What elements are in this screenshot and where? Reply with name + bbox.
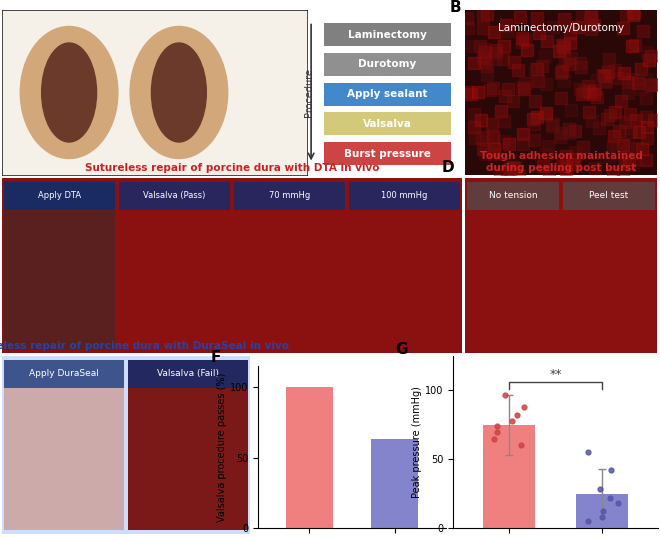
Text: Sutureless repair of porcine dura with DuraSeal in vivo: Sutureless repair of porcine dura with D… [0,340,288,351]
Bar [563,182,655,350]
Text: 100 mmHg: 100 mmHg [381,191,428,200]
Bar [5,182,115,209]
Ellipse shape [20,26,118,158]
Bar [119,182,230,209]
Text: Apply sealant: Apply sealant [346,89,427,99]
Ellipse shape [151,43,207,142]
Bar [323,112,451,135]
Bar [5,360,123,388]
Text: F: F [211,350,221,365]
Bar [371,439,418,528]
Text: D: D [442,161,455,176]
Bar [483,425,535,528]
Bar [323,23,451,46]
Bar [234,182,345,350]
Bar [467,182,559,209]
Text: Laminectomy/Durotomy: Laminectomy/Durotomy [498,23,624,33]
Ellipse shape [42,43,96,142]
Text: Tough adhesion maintained
during peeling post burst: Tough adhesion maintained during peeling… [480,151,642,173]
Text: Peel test: Peel test [589,191,628,200]
Bar [129,360,248,388]
Text: G: G [395,342,408,357]
Text: Apply DTA: Apply DTA [38,191,81,200]
Y-axis label: Valsalva procedure passes (%): Valsalva procedure passes (%) [217,372,227,521]
Text: Procedure: Procedure [304,68,314,117]
Bar [234,182,345,209]
Ellipse shape [130,26,228,158]
Text: Valsalva: Valsalva [362,119,411,129]
Text: No tension: No tension [488,191,537,200]
Bar [5,360,123,531]
Bar [119,182,230,350]
Bar [323,53,451,76]
Y-axis label: Peak pressure (mmHg): Peak pressure (mmHg) [412,386,422,498]
Text: Laminectomy: Laminectomy [348,30,426,40]
Text: **: ** [549,368,562,381]
Bar [576,494,628,528]
Text: Valsalva (Pass): Valsalva (Pass) [143,191,206,200]
Text: Sutureless repair of porcine dura with DTA in vivo: Sutureless repair of porcine dura with D… [84,163,380,173]
Text: Apply DuraSeal: Apply DuraSeal [29,369,99,378]
Bar [5,182,115,350]
Text: Durotomy: Durotomy [358,60,416,69]
Text: Burst pressure: Burst pressure [344,149,430,158]
Bar [323,83,451,106]
Text: B: B [449,0,461,15]
Bar [129,360,248,531]
Bar [467,182,559,350]
Bar [323,142,451,165]
Text: 70 mmHg: 70 mmHg [269,191,310,200]
Bar [349,182,460,209]
Text: Valsalva (Fail): Valsalva (Fail) [157,369,219,378]
Bar [563,182,655,209]
Bar [349,182,460,350]
Bar [286,387,333,528]
